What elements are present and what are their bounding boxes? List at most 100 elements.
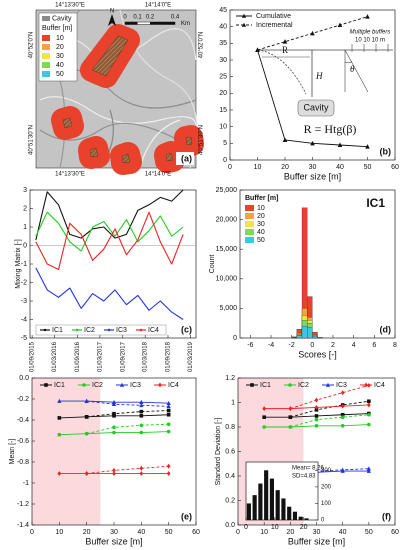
legend-label: IC4 xyxy=(374,382,385,389)
marker xyxy=(139,471,144,476)
y-tick-label: 0 xyxy=(321,518,325,524)
inset-bar xyxy=(269,478,274,520)
inset-bar xyxy=(246,503,251,520)
marker xyxy=(139,465,144,471)
y-tick-label: 1 xyxy=(23,224,27,231)
north-arrow xyxy=(108,14,116,26)
x-tick-label: -4 xyxy=(268,342,274,349)
panel-label: (a) xyxy=(181,153,192,163)
y-tick-label: 5 xyxy=(223,140,227,147)
legend-swatch xyxy=(42,44,50,50)
x-axis-label: Buffer size [m] xyxy=(284,171,341,181)
y-tick-label: 45 xyxy=(219,7,227,14)
legend-label: Cavity xyxy=(52,15,72,22)
marker xyxy=(365,14,370,19)
marker xyxy=(166,412,171,417)
marker xyxy=(112,468,116,473)
lon-label: 14°14'0"E xyxy=(145,172,171,178)
x-tick-label: 01/09/2015 xyxy=(30,341,36,372)
marker xyxy=(43,328,47,332)
marker xyxy=(112,471,116,476)
marker xyxy=(82,383,86,387)
y-axis-label: Mean [-] xyxy=(9,439,16,465)
marker xyxy=(364,382,368,388)
inset-bar xyxy=(264,470,269,520)
legend-swatch xyxy=(245,221,254,227)
marker xyxy=(166,471,171,476)
inset-bar xyxy=(252,495,257,520)
y-tick-label: 20,000 xyxy=(216,216,238,223)
lat-label: 40°52'0"N xyxy=(199,32,205,59)
legend-swatch xyxy=(42,62,50,68)
x-tick-label: 20 xyxy=(300,524,308,531)
cavity xyxy=(165,152,174,162)
series-line xyxy=(35,267,184,320)
series-line xyxy=(86,400,169,407)
marker xyxy=(139,399,144,404)
annotation: θ xyxy=(350,64,355,74)
marker xyxy=(367,422,371,427)
legend-title: Buffer [m] xyxy=(42,25,72,32)
x-axis-label: Buffer size [m] xyxy=(288,536,345,546)
cavity xyxy=(62,117,73,129)
marker xyxy=(166,463,171,469)
y-tick-label: 0.0 xyxy=(19,375,29,382)
series-line xyxy=(86,423,169,435)
marker xyxy=(139,414,144,418)
marker xyxy=(84,415,89,419)
y-tick-label: 5,000 xyxy=(219,305,237,312)
y-tick-label: 0 xyxy=(223,157,227,164)
marker xyxy=(365,144,370,149)
y-tick-label: 10,000 xyxy=(216,276,238,283)
marker xyxy=(166,400,171,405)
marker xyxy=(84,398,89,403)
hist-bar xyxy=(301,326,308,339)
x-tick-label: 01/09/2018 xyxy=(166,341,172,372)
legend-label: Cumulative xyxy=(256,13,291,20)
legend-label: Incremental xyxy=(256,22,293,29)
marker xyxy=(166,404,171,409)
marker xyxy=(340,390,345,396)
x-tick-label: 20 xyxy=(281,164,289,171)
marker xyxy=(166,429,171,434)
legend-box xyxy=(35,324,167,336)
legend-title: Buffer [m] xyxy=(245,195,278,202)
marker xyxy=(314,423,319,428)
x-tick-label: 60 xyxy=(391,164,399,171)
y-tick-label: 100 xyxy=(321,501,332,507)
y-tick-label: -0.8 xyxy=(17,459,29,466)
lon-label: 14°14'0"E xyxy=(145,3,171,9)
hist-bar xyxy=(312,336,318,339)
legend-label: IC1 xyxy=(260,382,271,389)
inset-bar xyxy=(304,518,309,520)
cavity xyxy=(91,35,129,77)
scale-label: 0.1 xyxy=(133,15,142,21)
marker xyxy=(84,471,89,476)
cavity xyxy=(121,153,131,164)
annotation: 10 10 10 m xyxy=(355,38,385,44)
marker xyxy=(288,415,293,419)
marker xyxy=(314,417,319,422)
x-tick-label: 01/09/2016 xyxy=(75,341,81,372)
series-line xyxy=(290,468,369,473)
annotation: Cavity xyxy=(303,102,329,112)
lat-label: 40°52'0"N xyxy=(29,32,35,59)
lat-label: 40°51'30"N xyxy=(29,125,35,155)
series-line xyxy=(35,211,184,271)
inset-annotation: SD=4.83 xyxy=(292,474,316,480)
marker xyxy=(367,402,371,408)
marker xyxy=(340,467,345,472)
y-tick-label: 200 xyxy=(321,484,332,490)
marker xyxy=(139,409,144,414)
x-tick-label: 0 xyxy=(244,524,248,531)
y-tick-label: 300 xyxy=(321,468,332,474)
panel-label: (f) xyxy=(382,511,391,521)
x-tick-label: 50 xyxy=(165,529,173,536)
cavity xyxy=(185,136,193,146)
series-line xyxy=(290,384,369,410)
sketch-cone xyxy=(257,49,307,95)
marker xyxy=(112,425,116,430)
inset-bar xyxy=(298,516,303,520)
shaded-region xyxy=(32,378,101,525)
